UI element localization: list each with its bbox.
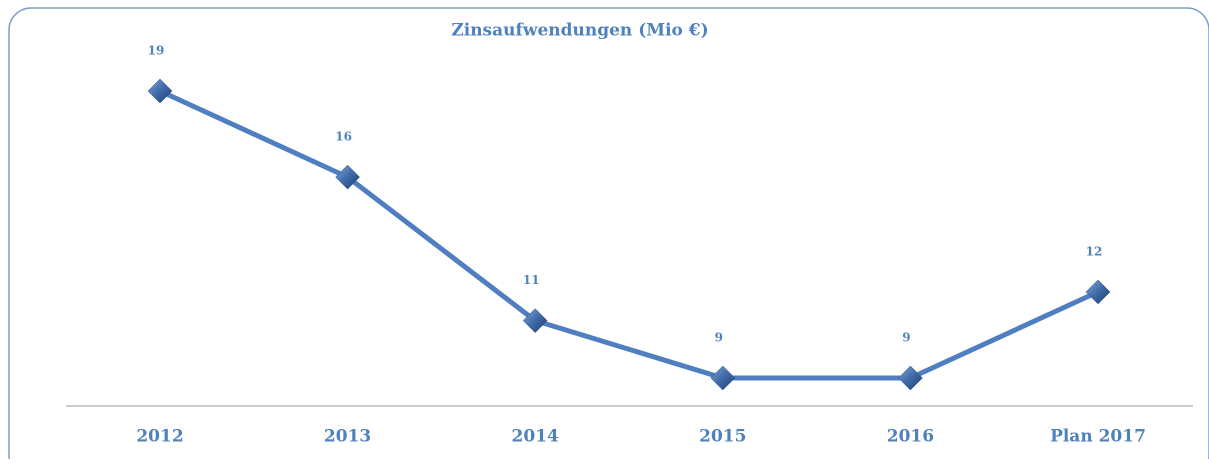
chart-frame <box>8 7 1209 463</box>
data-label: 19 <box>148 44 165 58</box>
data-label: 9 <box>902 331 910 345</box>
x-tick-label: 2014 <box>512 427 559 447</box>
marker <box>522 308 548 333</box>
chart-title: Zinsaufwendungen (Mio €) <box>451 21 708 41</box>
data-label: 12 <box>1086 244 1103 258</box>
marker <box>335 164 360 190</box>
x-tick-label: 2015 <box>699 427 746 447</box>
data-label: 16 <box>335 130 352 144</box>
marker <box>147 78 173 104</box>
x-tick-label: Plan 2017 <box>1050 427 1146 447</box>
marker <box>1085 279 1111 305</box>
marker <box>710 365 736 391</box>
x-tick-label: 2016 <box>887 427 934 447</box>
marker <box>898 365 923 391</box>
data-label: 11 <box>523 273 540 287</box>
data-label: 9 <box>715 331 723 345</box>
line <box>158 88 1100 381</box>
x-tick-label: 2013 <box>324 427 371 447</box>
x-tick-label: 2012 <box>136 427 183 447</box>
